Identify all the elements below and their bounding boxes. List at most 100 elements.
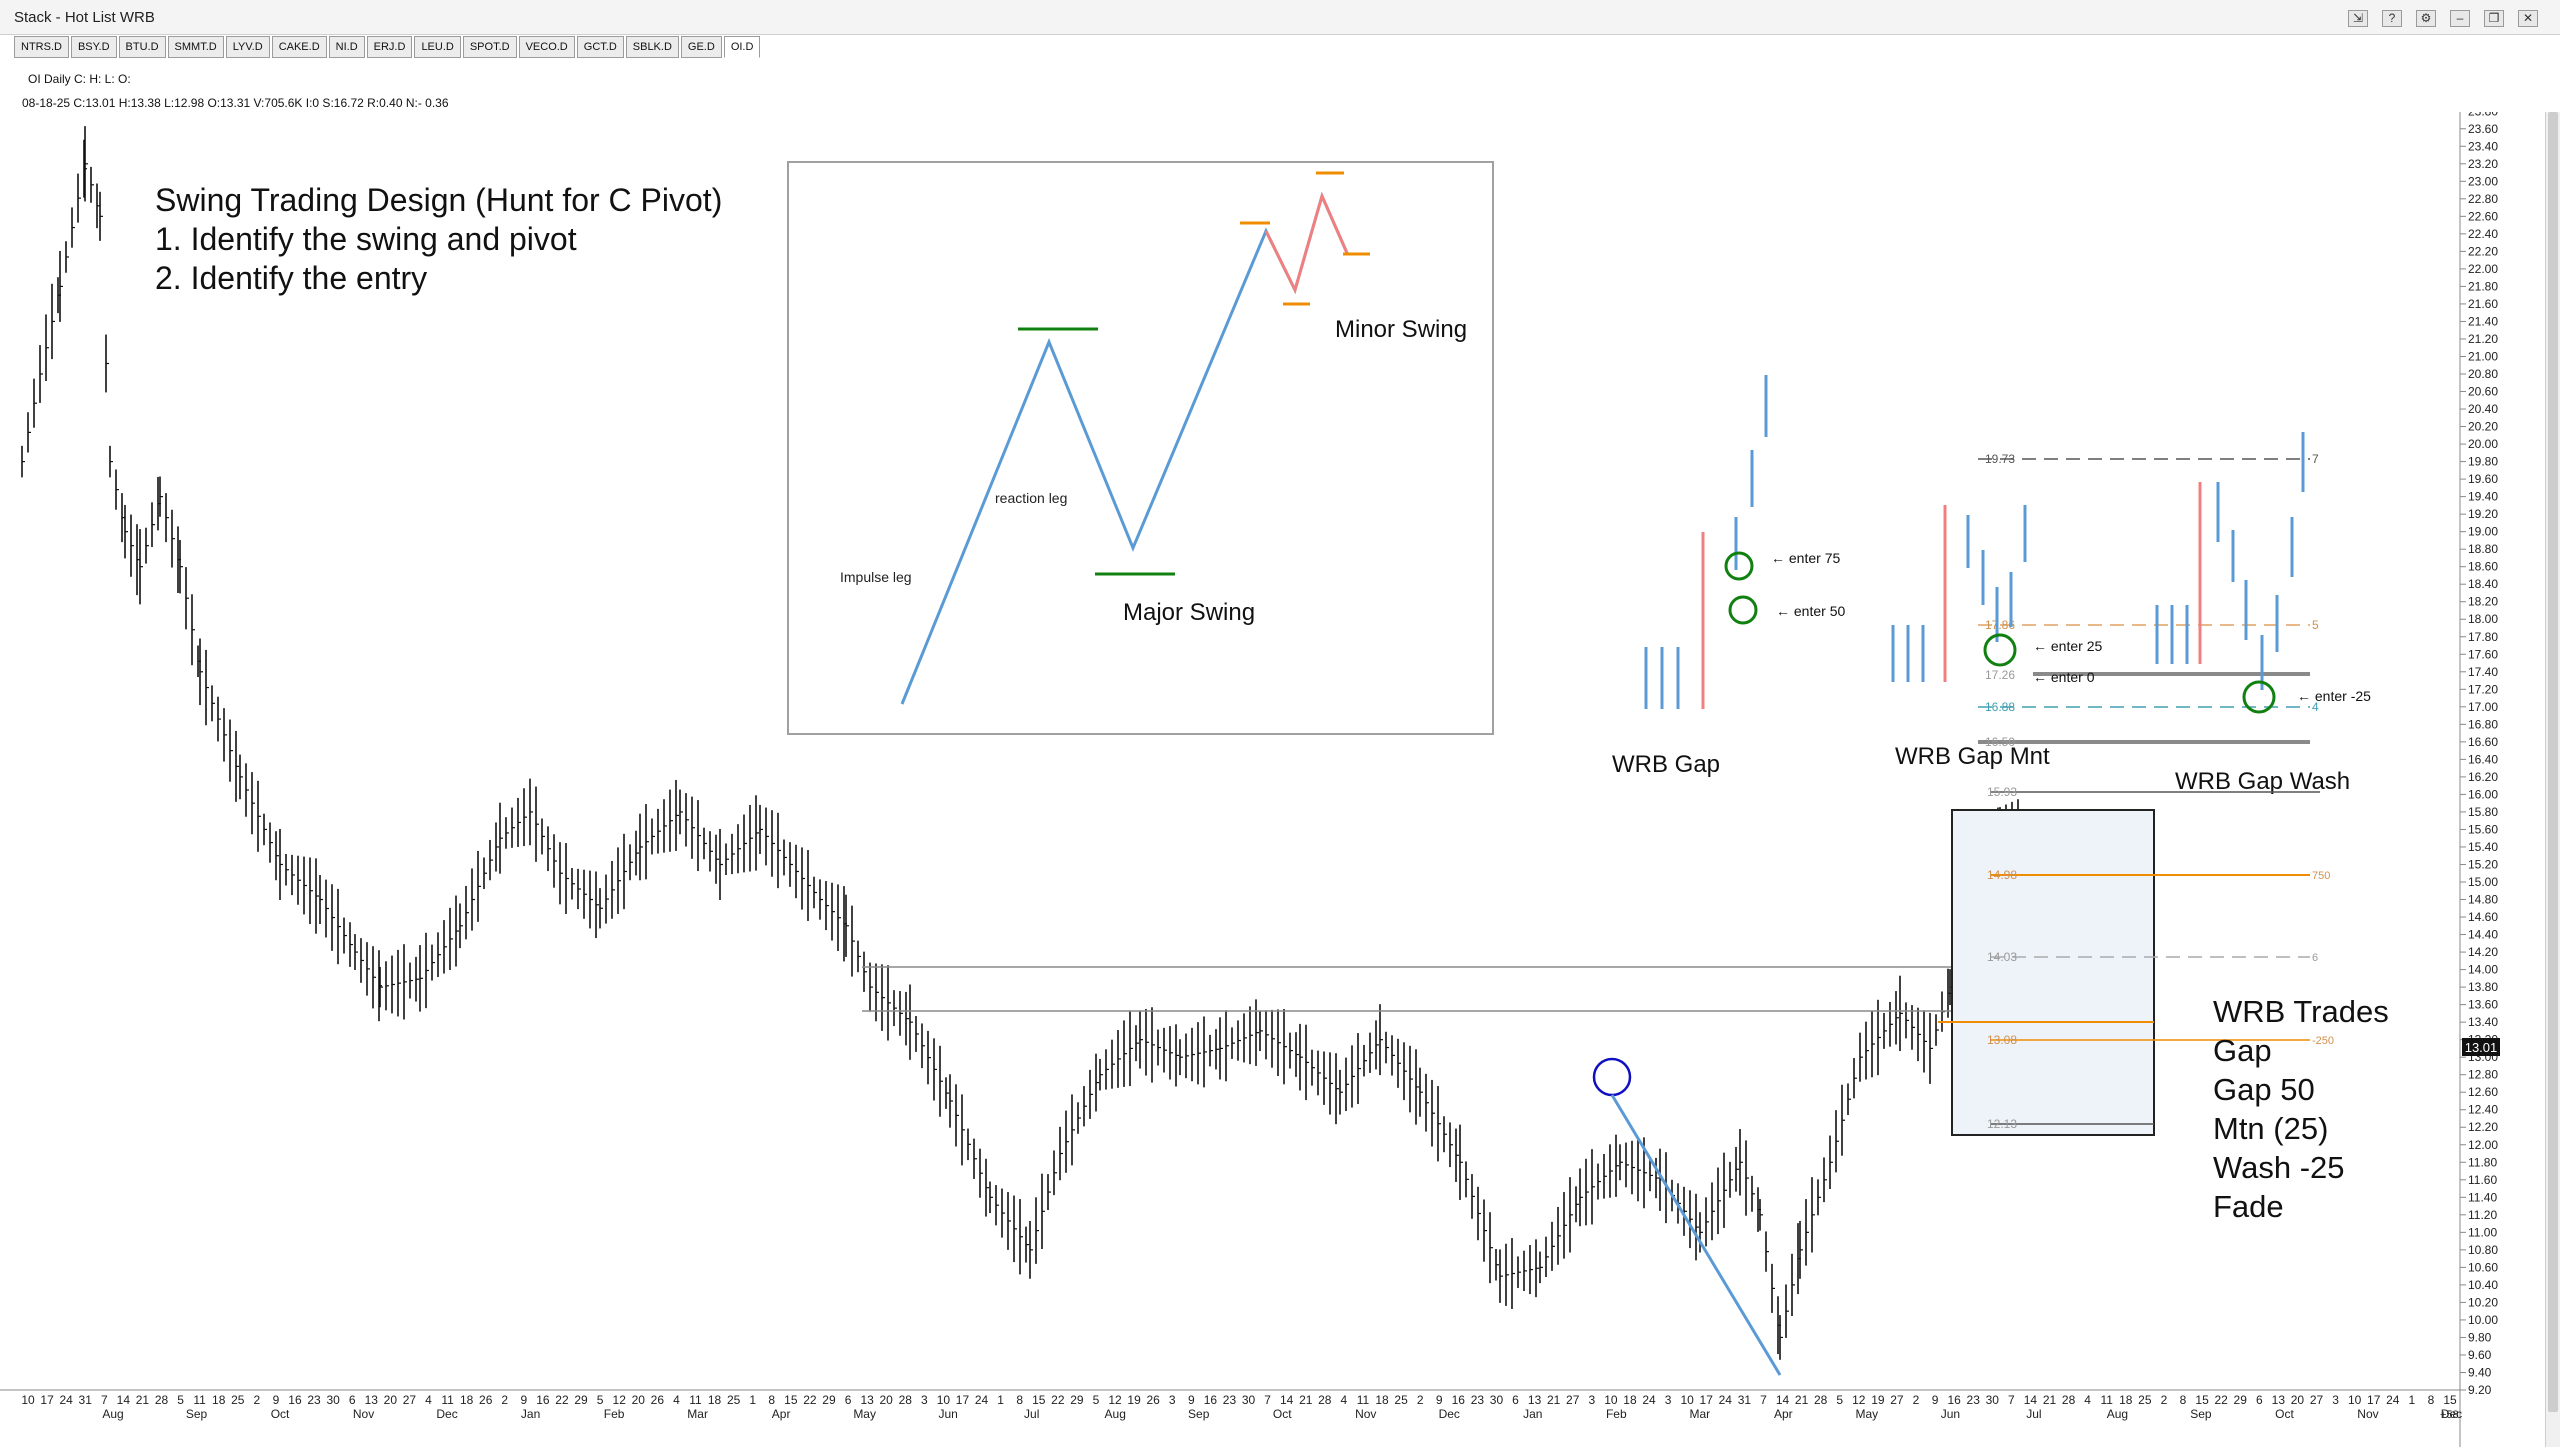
y-tick-label: 16.60: [2468, 735, 2498, 749]
tab-leu-d[interactable]: LEU.D: [414, 36, 461, 58]
x-day-label: 2: [1913, 1393, 1920, 1407]
price-label-17-86: 17.86: [1985, 618, 2015, 632]
x-day-label: 24: [1719, 1393, 1733, 1407]
scrollbar-thumb[interactable]: [2548, 112, 2558, 1412]
wrb-gap-mnt-label: WRB Gap Mnt: [1895, 743, 2050, 770]
settings-icon[interactable]: ⚙: [2416, 10, 2436, 27]
tab-veco-d[interactable]: VECO.D: [518, 36, 575, 58]
wrb-trades-box: 15.93 14.98 14.03 13.08 12.13 750 6 -250: [1938, 785, 2334, 1136]
x-day-label: 17: [956, 1393, 970, 1407]
x-day-label: 30: [1242, 1393, 1256, 1407]
x-day-label: 12: [613, 1393, 627, 1407]
tab-cake-d[interactable]: CAKE.D: [271, 36, 327, 58]
y-tick-label: 11.60: [2468, 1173, 2497, 1187]
y-tick-label: 18.40: [2468, 577, 2498, 591]
x-day-label: 28: [1814, 1393, 1828, 1407]
help-icon[interactable]: ?: [2382, 10, 2402, 27]
price-chart[interactable]: 9.20 9.40 9.60 9.80 10.00 10.20 10.40 10.60 10.8…: [0, 112, 2545, 1447]
level-tag-4: 4: [2312, 700, 2319, 714]
x-day-label: 18: [708, 1393, 722, 1407]
x-day-label: 26: [651, 1393, 665, 1407]
wrb-trade-fade: Fade: [2213, 1189, 2284, 1224]
tab-gct-d[interactable]: GCT.D: [576, 36, 624, 58]
tab-ge-d[interactable]: GE.D: [680, 36, 722, 58]
export-icon[interactable]: ⇲: [2348, 10, 2368, 27]
x-month-label: Oct: [1273, 1407, 1292, 1421]
x-day-label: 9: [1436, 1393, 1443, 1407]
level-tag-750: 750: [2312, 870, 2330, 882]
current-price-label: 13.01: [2465, 1040, 2498, 1055]
x-day-label: 7: [101, 1393, 108, 1407]
chart-header: OI Daily C: H: L: O:: [28, 72, 131, 86]
x-month-label: Jun: [1941, 1407, 1960, 1421]
tab-ntrs-d[interactable]: NTRS.D: [14, 36, 69, 58]
minimize-icon[interactable]: –: [2450, 10, 2470, 27]
swing-diagram: Impulse leg reaction leg Major Swing Min…: [787, 161, 1494, 735]
y-tick-label: 19.40: [2468, 490, 2498, 504]
y-tick-label: 21.40: [2468, 314, 2498, 328]
x-day-label: 9: [1932, 1393, 1939, 1407]
y-tick-label: 14.00: [2468, 963, 2498, 977]
y-tick-label: 11.00: [2468, 1225, 2497, 1239]
x-axis-suffix: +58: [2440, 1409, 2459, 1421]
x-month-label: Sep: [186, 1407, 208, 1421]
x-day-label: 25: [231, 1393, 245, 1407]
x-day-label: 23: [1967, 1393, 1981, 1407]
x-day-label: 30: [1986, 1393, 2000, 1407]
y-tick-label: 18.20: [2468, 595, 2498, 609]
x-day-label: 7: [1264, 1393, 1271, 1407]
y-tick-label: 15.20: [2468, 857, 2498, 871]
tab-lyv-d[interactable]: LYV.D: [225, 36, 270, 58]
x-day-label: 13: [2272, 1393, 2286, 1407]
tab-smmt-d[interactable]: SMMT.D: [167, 36, 224, 58]
x-day-label: 21: [2043, 1393, 2057, 1407]
x-day-label: 1: [749, 1393, 756, 1407]
y-tick-label: 10.60: [2468, 1260, 2498, 1274]
tab-erj-d[interactable]: ERJ.D: [366, 36, 413, 58]
x-day-label: 16: [1204, 1393, 1218, 1407]
close-icon[interactable]: ✕: [2518, 10, 2538, 27]
level-tag-5: 5: [2312, 618, 2319, 632]
x-month-label: Sep: [1188, 1407, 1210, 1421]
x-day-label: 11: [193, 1393, 206, 1407]
current-price-marker: [2462, 1038, 2500, 1056]
wrb-gap-bars: [1644, 375, 1768, 709]
entry-circle-25: [1983, 633, 2017, 667]
x-day-label: 3: [1169, 1393, 1176, 1407]
x-day-label: 22: [1051, 1393, 1065, 1407]
x-day-label: 18: [460, 1393, 474, 1407]
y-tick-label: 23.80: [2468, 112, 2498, 118]
x-month-label: Oct: [271, 1407, 290, 1421]
x-day-label: 2: [1417, 1393, 1424, 1407]
x-day-label: 13: [860, 1393, 874, 1407]
tab-oi-d[interactable]: OI.D: [723, 36, 761, 58]
y-tick-label: 12.00: [2468, 1138, 2498, 1152]
x-month-label: Dec: [436, 1407, 457, 1421]
price-label-16-50: 16.50: [1985, 735, 2015, 749]
y-tick-label: 17.00: [2468, 700, 2498, 714]
tab-ni-d[interactable]: NI.D: [328, 36, 365, 58]
tab-sblk-d[interactable]: SBLK.D: [625, 36, 679, 58]
tab-btu-d[interactable]: BTU.D: [118, 36, 166, 58]
x-day-label: 2: [2161, 1393, 2168, 1407]
x-month-label: Aug: [1105, 1407, 1126, 1421]
x-day-label: 1: [997, 1393, 1004, 1407]
price-label-13-08: 13.08: [1987, 1033, 2017, 1047]
x-day-label: 6: [349, 1393, 356, 1407]
vertical-scrollbar[interactable]: [2545, 112, 2560, 1447]
y-tick-label: 15.60: [2468, 822, 2498, 836]
x-day-label: 16: [1947, 1393, 1961, 1407]
impulse-leg-label: Impulse leg: [840, 569, 912, 585]
restore-icon[interactable]: ❐: [2484, 10, 2504, 27]
tab-spot-d[interactable]: SPOT.D: [462, 36, 517, 58]
x-day-label: 28: [2062, 1393, 2076, 1407]
y-tick-label: 19.00: [2468, 525, 2498, 539]
tab-bsy-d[interactable]: BSY.D: [70, 36, 117, 58]
x-day-label: 28: [1318, 1393, 1332, 1407]
y-tick-label: 11.40: [2468, 1190, 2497, 1204]
x-day-label: 21: [1795, 1393, 1809, 1407]
x-day-label: 15: [1032, 1393, 1046, 1407]
x-day-label: 18: [212, 1393, 226, 1407]
x-day-label: 14: [2024, 1393, 2038, 1407]
x-day-label: 25: [1394, 1393, 1408, 1407]
